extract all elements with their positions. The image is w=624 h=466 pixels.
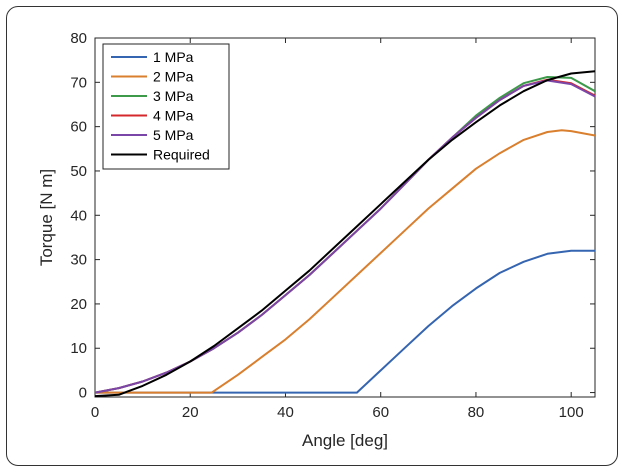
series-group xyxy=(95,70,595,397)
y-tick-label: 40 xyxy=(70,207,87,224)
y-tick-label: 80 xyxy=(70,30,87,47)
y-tick-label: 20 xyxy=(70,296,87,313)
legend-label-2: 2 MPa xyxy=(153,69,194,85)
legend-label-6: Required xyxy=(153,147,210,163)
x-tick-label: 40 xyxy=(277,404,294,421)
y-axis-title: Torque [N m] xyxy=(37,169,56,266)
series-line-6 xyxy=(95,70,595,397)
x-tick-label: 0 xyxy=(91,404,99,421)
x-tick-label: 60 xyxy=(372,404,389,421)
x-axis-title: Angle [deg] xyxy=(302,431,388,450)
x-tick-label: 80 xyxy=(468,404,485,421)
x-tick-label: 100 xyxy=(559,404,584,421)
series-line-2 xyxy=(95,129,595,394)
y-tick-label: 30 xyxy=(70,252,87,269)
y-tick-label: 0 xyxy=(79,385,87,402)
y-tick-label: 60 xyxy=(70,119,87,136)
y-tick-label: 50 xyxy=(70,163,87,180)
x-tick-label: 20 xyxy=(182,404,199,421)
line-chart: 0 20 40 60 80 100 0 10 20 30 40 50 60 70 80 Angle [deg]… xyxy=(37,30,596,450)
legend-label-4: 4 MPa xyxy=(153,108,194,124)
series-line-1 xyxy=(95,249,595,394)
legend-label-1: 1 MPa xyxy=(153,49,194,65)
legend-label-5: 5 MPa xyxy=(153,127,194,143)
y-tick-label: 10 xyxy=(70,340,87,357)
y-tick-label: 70 xyxy=(70,74,87,91)
legend-box xyxy=(102,43,230,170)
legend-label-3: 3 MPa xyxy=(153,88,194,104)
